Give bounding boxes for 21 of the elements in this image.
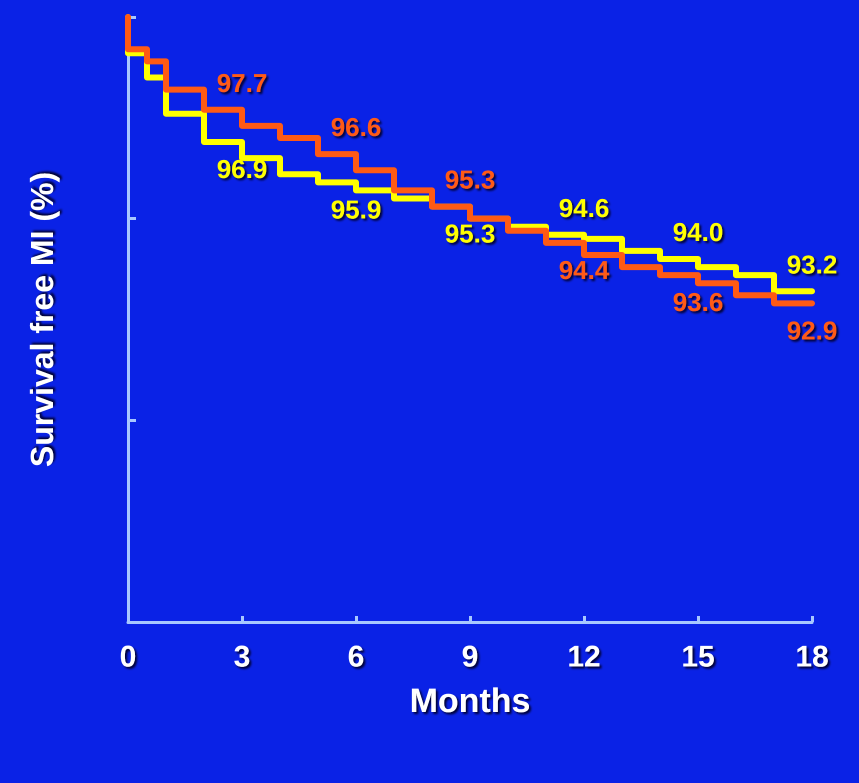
data-label: 95.9 — [330, 194, 382, 224]
data-label: 94.6 — [558, 192, 610, 223]
x-tick-label: 15 — [681, 640, 715, 674]
data-label: 95.3 — [444, 164, 496, 195]
data-label: 96.6 — [330, 112, 382, 142]
x-tick-label: 6 — [348, 640, 364, 674]
data-label: 92.9 — [786, 315, 838, 346]
data-label: 93.6 — [672, 287, 724, 318]
x-tick-label: 0 — [120, 640, 136, 674]
x-tick-label: 3 — [234, 640, 250, 674]
x-tick-label: 9 — [462, 640, 478, 674]
x-axis-title: Months — [410, 682, 530, 720]
data-label: 97.7 — [216, 68, 268, 98]
data-label: 94.4 — [558, 254, 610, 285]
x-tick-label: 18 — [795, 640, 829, 674]
x-tick-label: 12 — [567, 640, 601, 674]
y-axis-title: Survival free MI (%) — [24, 172, 60, 468]
data-label: 95.3 — [444, 218, 496, 249]
data-label: 93.2 — [786, 249, 838, 280]
data-label: 96.9 — [216, 154, 268, 184]
data-label: 94.0 — [672, 216, 724, 247]
